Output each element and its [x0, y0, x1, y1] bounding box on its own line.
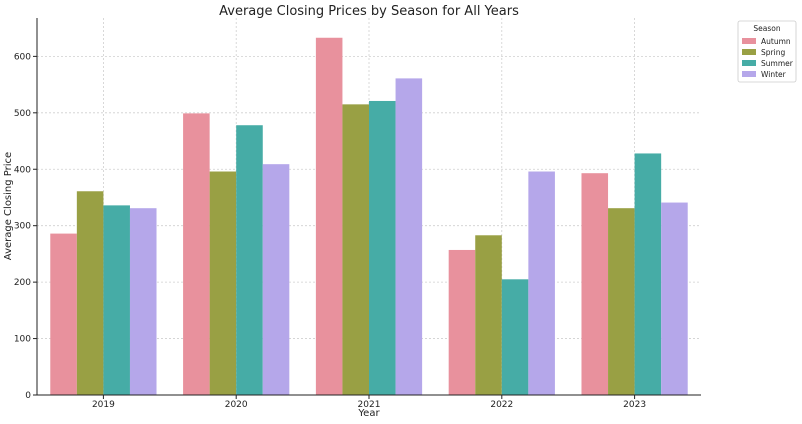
bar-summer-2021 — [369, 100, 396, 395]
y-tick-label: 500 — [14, 109, 31, 119]
legend-title: Season — [753, 24, 780, 33]
bar-spring-2023 — [608, 208, 635, 395]
bars-layer — [50, 37, 688, 396]
bar-winter-2023 — [661, 202, 688, 395]
y-ticks: 0 100 200 300 400 500 600 — [14, 52, 37, 401]
bar-summer-2019 — [103, 205, 130, 395]
bar-summer-2023 — [634, 153, 662, 395]
bar-spring-2021 — [342, 104, 369, 395]
y-tick-label: 200 — [14, 278, 31, 288]
y-axis-label: Average Closing Price — [3, 152, 14, 260]
bar-summer-2022 — [501, 279, 529, 395]
legend-box — [737, 20, 797, 83]
y-tick-label: 0 — [25, 391, 31, 401]
bar-summer-2020 — [236, 125, 263, 396]
y-tick-label: 400 — [14, 165, 31, 175]
bar-winter-2021 — [395, 78, 423, 395]
legend-items: Autumn Spring Summer Winter — [742, 37, 794, 79]
bar-spring-2022 — [475, 235, 502, 395]
x-axis-label: Year — [357, 408, 380, 419]
legend-label-spring: Spring — [761, 48, 785, 57]
x-tick-label: 2022 — [490, 400, 513, 410]
y-tick-label: 600 — [14, 52, 31, 62]
x-tick-label: 2020 — [225, 400, 248, 410]
y-tick-label: 100 — [14, 335, 31, 345]
legend-swatch-autumn — [742, 38, 756, 44]
legend-swatch-summer — [742, 60, 756, 66]
legend-label-summer: Summer — [761, 59, 794, 68]
legend-swatch-spring — [742, 49, 756, 55]
x-tick-label: 2021 — [358, 400, 381, 410]
bar-spring-2020 — [209, 171, 237, 395]
legend-swatch-winter — [742, 71, 756, 77]
x-ticks: 2019 2020 2021 2022 2023 — [92, 395, 646, 410]
chart-title: Average Closing Prices by Season for All… — [219, 4, 519, 19]
x-tick-label: 2023 — [623, 400, 646, 410]
bar-spring-2019 — [76, 191, 104, 395]
bar-autumn-2020 — [183, 113, 210, 395]
legend-label-winter: Winter — [761, 70, 787, 79]
bar-winter-2020 — [262, 164, 290, 395]
bar-autumn-2022 — [448, 249, 476, 395]
legend-label-autumn: Autumn — [761, 37, 791, 46]
bar-autumn-2019 — [50, 233, 77, 395]
x-tick-label: 2019 — [92, 400, 115, 410]
bar-winter-2022 — [528, 171, 555, 395]
legend: Season Autumn Spring Summer Winter — [737, 20, 797, 83]
y-tick-label: 300 — [14, 222, 31, 232]
bar-autumn-2021 — [315, 37, 343, 396]
bar-winter-2019 — [129, 208, 157, 395]
bar-autumn-2023 — [581, 173, 609, 395]
